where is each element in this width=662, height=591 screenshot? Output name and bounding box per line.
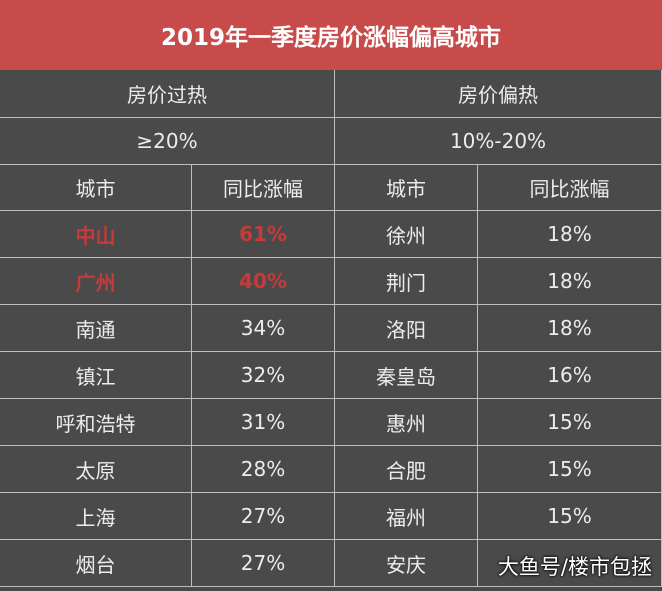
city: 徐州	[335, 211, 478, 258]
city: 惠州	[335, 399, 478, 446]
city: 太原	[0, 446, 192, 493]
group-name: 房价过热	[0, 70, 335, 118]
group-name: 房价偏热	[335, 70, 662, 118]
city: 福州	[335, 493, 478, 540]
change: 18%	[478, 258, 662, 305]
city: 合肥	[335, 446, 478, 493]
city: 上海	[0, 493, 192, 540]
change: 15%	[478, 399, 662, 446]
column-header: 城市	[0, 165, 192, 211]
city: 烟台	[0, 540, 192, 587]
change: 40%	[192, 258, 335, 305]
title: 2019年一季度房价涨幅偏高城市	[0, 0, 662, 70]
change: 34%	[192, 305, 335, 352]
watermark: 大鱼号/楼市包拯	[497, 555, 652, 579]
city: 呼和浩特	[0, 399, 192, 446]
change: 28%	[192, 446, 335, 493]
city: 广州	[0, 258, 192, 305]
city: 秦皇岛	[335, 352, 478, 399]
city: 中山	[0, 211, 192, 258]
change: 31%	[192, 399, 335, 446]
change: 27%	[192, 493, 335, 540]
group-range: 10%-20%	[335, 118, 662, 165]
group-range: ≥20%	[0, 118, 335, 165]
change: 18%	[478, 211, 662, 258]
city: 洛阳	[335, 305, 478, 352]
column-header: 同比涨幅	[478, 165, 662, 211]
change: 32%	[192, 352, 335, 399]
column-header: 同比涨幅	[192, 165, 335, 211]
change: 27%	[192, 540, 335, 587]
column-header: 城市	[335, 165, 478, 211]
change: 15%	[478, 493, 662, 540]
change: 16%	[478, 352, 662, 399]
change: 15%	[478, 446, 662, 493]
city: 镇江	[0, 352, 192, 399]
change: 61%	[192, 211, 335, 258]
city: 安庆	[335, 540, 478, 587]
city: 荆门	[335, 258, 478, 305]
change: 18%	[478, 305, 662, 352]
city: 南通	[0, 305, 192, 352]
